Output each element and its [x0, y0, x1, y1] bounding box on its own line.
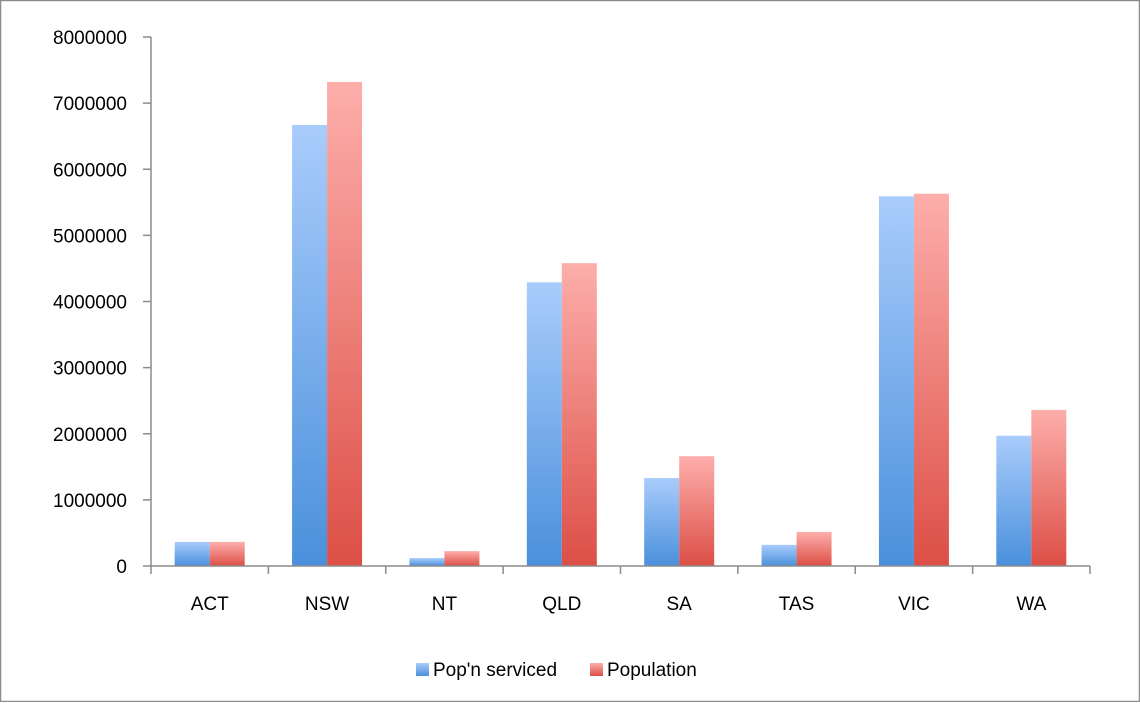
bar-qld-population — [561, 263, 597, 566]
x-category-label: SA — [667, 594, 693, 615]
legend-label: Pop'n serviced — [433, 660, 557, 681]
x-category-label: QLD — [542, 594, 581, 615]
x-category-label: ACT — [191, 594, 229, 615]
y-tick-label: 8000000 — [53, 28, 127, 49]
y-tick-label: 1000000 — [53, 491, 127, 512]
legend-label: Population — [607, 660, 697, 681]
bar-act-population — [209, 541, 245, 566]
y-tick-label: 0 — [116, 557, 127, 578]
bar-sa-popn-serviced — [644, 478, 680, 566]
x-axis: ACT NSW NT QLD SA TAS VIC WA — [150, 565, 1091, 615]
bar-nsw-population — [327, 81, 363, 566]
x-category-label: TAS — [779, 594, 815, 615]
x-category-label: VIC — [898, 594, 930, 615]
bars — [174, 81, 1067, 566]
y-tick-label: 3000000 — [53, 359, 127, 380]
bar-sa-population — [679, 456, 715, 566]
x-category-label: NSW — [305, 594, 349, 615]
x-category-label: WA — [1016, 594, 1046, 615]
y-tick-label: 6000000 — [53, 160, 127, 181]
bar-act-popn-serviced — [174, 541, 210, 566]
bar-wa-popn-serviced — [996, 435, 1032, 566]
bar-nsw-popn-serviced — [292, 124, 328, 566]
legend: Pop'n serviced Population — [416, 660, 697, 681]
bar-nt-population — [444, 551, 480, 566]
legend-swatch-popn-serviced — [416, 663, 429, 676]
bar-nt-popn-serviced — [409, 558, 445, 566]
bar-qld-popn-serviced — [526, 282, 562, 566]
y-tick-label: 7000000 — [53, 94, 127, 115]
y-tick-label: 2000000 — [53, 425, 127, 446]
bar-vic-popn-serviced — [878, 196, 914, 566]
bar-tas-population — [796, 531, 832, 566]
y-tick-label: 4000000 — [53, 293, 127, 314]
bar-tas-popn-serviced — [761, 544, 797, 566]
bar-wa-population — [1031, 409, 1067, 566]
bar-vic-population — [913, 193, 949, 566]
legend-swatch-population — [590, 663, 603, 676]
y-axis: 0 1000000 2000000 3000000 4000000 5000000 6000… — [53, 28, 152, 578]
y-tick-label: 5000000 — [53, 226, 127, 247]
x-category-label: NT — [432, 594, 458, 615]
